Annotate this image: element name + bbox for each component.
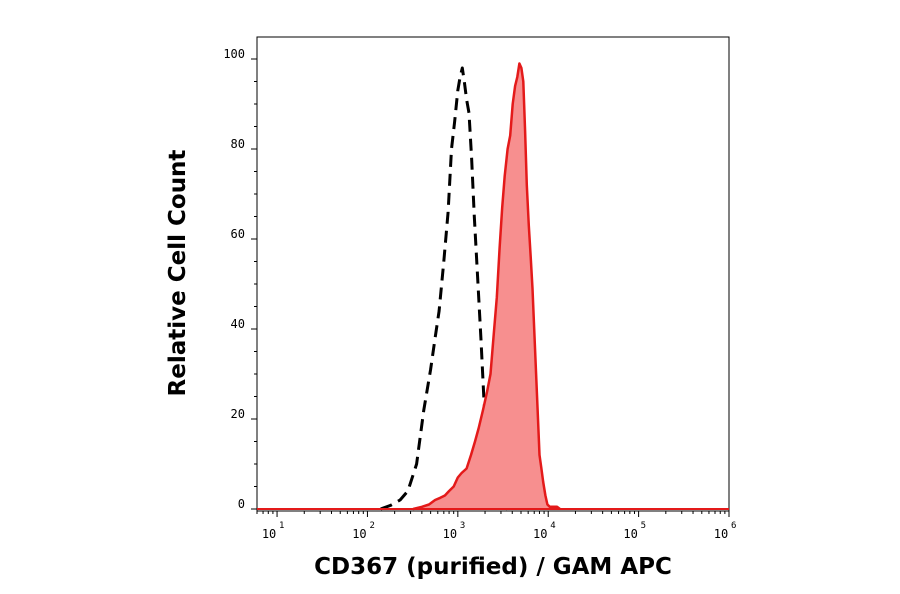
y-tick-label: 20 [231,407,245,421]
x-axis-title: CD367 (purified) / GAM APC [314,554,672,580]
plot-frame [256,36,730,512]
x-tick-label: 10 [714,527,728,541]
x-tick-exponent: 4 [550,521,555,531]
x-tick-label: 10 [533,527,547,541]
series-line [412,62,561,511]
x-tick-exponent: 1 [279,521,284,531]
x-tick-label: 10 [262,527,276,541]
x-tick-exponent: 2 [369,521,374,531]
y-tick-label: 100 [223,47,245,61]
plot-area [256,36,730,512]
y-tick-label: 40 [231,317,245,331]
x-tick-label: 10 [352,527,366,541]
series-layer [257,62,729,511]
x-tick-label: 10 [623,527,637,541]
series-fill [413,63,560,509]
x-tick-label: 10 [443,527,457,541]
y-axis: 0 20 40 60 80 100 [223,47,257,511]
x-tick-exponent: 6 [731,521,736,531]
y-tick-label: 60 [231,227,245,241]
x-tick-exponent: 5 [641,521,646,531]
y-tick-label: 0 [238,497,245,511]
x-tick-exponent: 3 [460,521,465,531]
y-tick-label: 80 [231,137,245,151]
y-axis-title: Relative Cell Count [165,150,191,397]
